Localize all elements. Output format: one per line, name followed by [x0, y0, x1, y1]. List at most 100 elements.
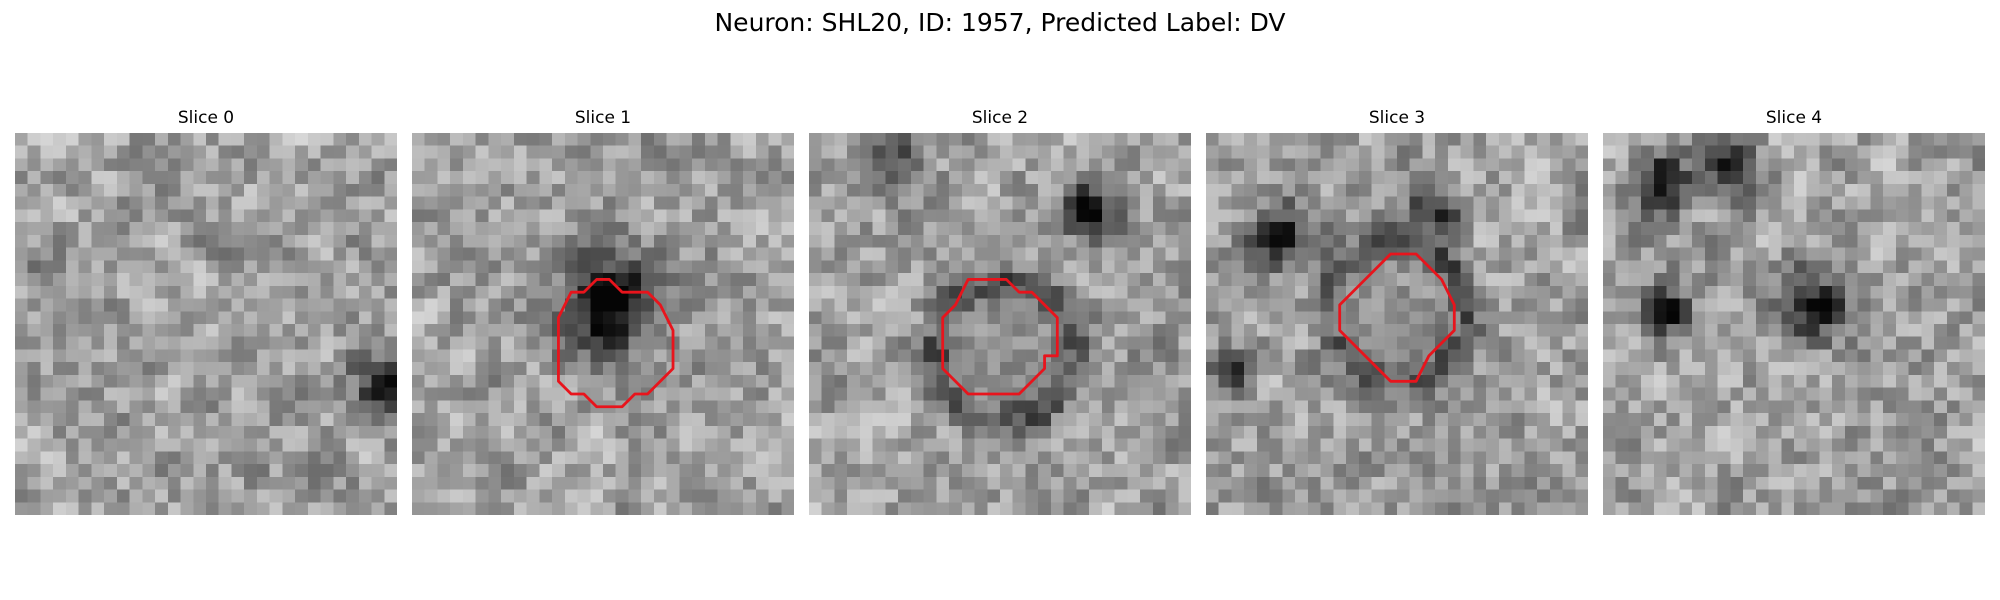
slice-pixel: [1269, 145, 1283, 159]
slice-pixel: [1641, 133, 1655, 146]
slice-pixel: [717, 234, 731, 248]
slice-pixel: [1333, 451, 1347, 465]
slice-pixel: [1063, 464, 1077, 478]
slice-pixel: [1165, 374, 1179, 388]
slice-pixel: [180, 247, 194, 261]
slice-pixel: [358, 400, 372, 414]
slice-pixel: [1498, 298, 1512, 312]
slice-pixel: [142, 133, 156, 146]
slice-pixel: [615, 298, 629, 312]
slice-pixel: [1819, 234, 1833, 248]
slice-pixel: [437, 438, 451, 452]
slice-pixel: [1794, 451, 1807, 465]
slice-pixel: [1076, 413, 1090, 427]
slice-pixel: [78, 476, 92, 490]
slice-pixel: [628, 400, 642, 414]
slice-pixel: [384, 362, 397, 376]
slice-pixel: [910, 247, 924, 261]
slice-pixel: [1641, 324, 1655, 337]
slice-pixel: [1460, 311, 1474, 325]
slice-pixel: [1397, 196, 1410, 210]
slice-pixel: [450, 374, 464, 388]
slice-pixel: [1101, 158, 1115, 172]
slice-pixel: [590, 362, 604, 376]
slice-pixel: [1717, 133, 1731, 146]
slice-pixel: [488, 324, 502, 337]
slice-pixel: [1794, 158, 1807, 172]
slice-pixel: [218, 336, 232, 350]
slice-pixel: [1384, 476, 1398, 490]
slice-pixel: [1409, 209, 1423, 223]
slice-pixel: [1946, 464, 1960, 478]
slice-pixel: [1908, 209, 1922, 223]
slice-pixel: [358, 209, 372, 223]
slice-pixel: [488, 489, 502, 503]
slice-pixel: [1333, 464, 1347, 478]
slice-pixel: [628, 464, 642, 478]
slice-pixel: [974, 374, 988, 388]
slice-pixel: [936, 183, 950, 197]
slice-pixel: [437, 400, 451, 414]
slice-pixel: [1460, 425, 1474, 439]
slice-pixel: [1768, 222, 1782, 236]
slice-pixel: [27, 349, 41, 363]
slice-pixel: [1730, 400, 1744, 414]
slice-pixel: [437, 247, 451, 261]
slice-pixel: [679, 476, 693, 490]
slice-pixel: [65, 311, 79, 325]
slice-pixel: [1653, 438, 1667, 452]
slice-pixel: [552, 234, 566, 248]
slice-pixel: [1178, 451, 1191, 465]
slice-pixel: [1653, 260, 1667, 274]
slice-pixel: [1076, 298, 1090, 312]
slice-pixel: [513, 464, 527, 478]
slice-pixel: [1730, 311, 1744, 325]
slice-pixel: [1628, 158, 1642, 172]
slice-pixel: [1768, 476, 1782, 490]
slice-pixel: [1012, 158, 1026, 172]
slice-pixel: [91, 145, 105, 159]
slice-pixel: [501, 311, 515, 325]
slice-pixel: [1295, 285, 1309, 299]
slice-pixel: [1358, 400, 1372, 414]
slice-pixel: [424, 145, 438, 159]
slice-pixel: [768, 362, 782, 376]
slice-pixel: [193, 234, 207, 248]
slice-pixel: [577, 476, 591, 490]
slice-pixel: [1549, 171, 1563, 185]
slice-pixel: [104, 387, 118, 401]
slice-pixel: [15, 222, 28, 236]
slice-pixel: [1114, 349, 1128, 363]
slice-pixel: [628, 489, 642, 503]
slice-pixel: [1883, 171, 1897, 185]
slice-pixel: [821, 222, 835, 236]
slice-pixel: [1743, 247, 1757, 261]
slice-pixel: [923, 502, 937, 515]
slice-pixel: [1743, 349, 1757, 363]
slice-pixel: [424, 158, 438, 172]
slice-pixel: [1883, 311, 1897, 325]
slice-pixel: [231, 196, 245, 210]
slice-pixel: [1358, 336, 1372, 350]
slice-pixel: [1473, 349, 1487, 363]
slice-pixel: [78, 285, 92, 299]
slice-pixel: [1282, 183, 1296, 197]
slice-pixel: [1282, 362, 1296, 376]
slice-pixel: [231, 234, 245, 248]
slice-pixel: [1320, 374, 1334, 388]
slice-pixel: [488, 183, 502, 197]
slice-pixel: [1295, 133, 1309, 146]
slice-pixel: [1320, 464, 1334, 478]
slice-pixel: [1152, 298, 1166, 312]
slice-pixel: [615, 349, 629, 363]
slice-pixel: [1628, 171, 1642, 185]
slice-pixel: [1549, 476, 1563, 490]
slice-pixel: [15, 298, 28, 312]
slice-pixel: [1460, 133, 1474, 146]
slice-pixel: [244, 311, 258, 325]
slice-panel-0: Slice 0: [15, 108, 397, 515]
slice-pixel: [231, 133, 245, 146]
slice-pixel: [653, 502, 667, 515]
slice-pixel: [590, 209, 604, 223]
slice-pixel: [1152, 209, 1166, 223]
